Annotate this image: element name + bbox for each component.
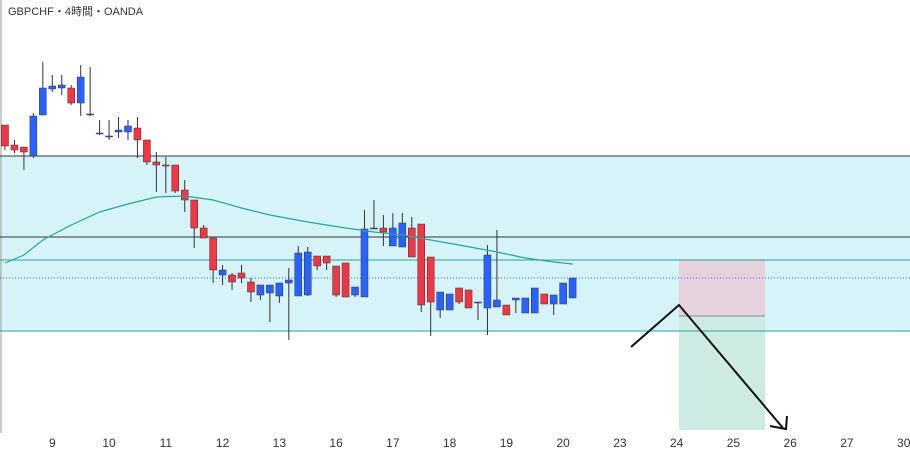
candle-body: [256, 284, 265, 296]
candle-body: [124, 125, 132, 133]
candle-body: [474, 301, 482, 304]
candle-body: [379, 227, 388, 233]
candle-body: [10, 144, 19, 151]
candle-body: [426, 256, 435, 303]
candle-body: [67, 87, 75, 104]
x-tick-label: 24: [670, 436, 684, 450]
candle-body: [171, 164, 180, 192]
candle-body: [237, 272, 246, 279]
candle-body: [464, 289, 473, 309]
risk-area: [679, 259, 765, 316]
candle-body: [39, 87, 47, 116]
x-tick-label: 16: [329, 436, 343, 450]
chart-title: GBPCHF・4時間・OANDA: [8, 5, 144, 18]
x-tick-label: 13: [273, 436, 287, 450]
candle-body: [313, 255, 321, 267]
candle-body: [247, 281, 255, 293]
candle-body: [29, 115, 38, 157]
candle-body: [540, 293, 548, 305]
candle-body: [58, 84, 66, 89]
candle-body: [275, 282, 284, 297]
projection-arrow: [630, 303, 788, 431]
candle-body: [190, 199, 198, 229]
candle-body: [105, 135, 113, 138]
candle-body: [360, 228, 369, 298]
x-tick-label: 30: [897, 436, 910, 450]
candle-body: [266, 284, 274, 294]
candle-body: [133, 127, 142, 141]
candle-body: [521, 297, 530, 314]
candle-body: [152, 161, 161, 166]
candle-body: [370, 227, 378, 230]
candle-body: [199, 227, 208, 239]
candle-body: [143, 139, 151, 163]
x-tick-label: 26: [784, 436, 798, 450]
candle-body: [436, 291, 444, 311]
x-tick-label: 27: [840, 436, 854, 450]
x-tick-label: 23: [613, 436, 627, 450]
candle-body: [332, 265, 340, 296]
moving-average: [4, 195, 573, 265]
candle-body: [114, 129, 123, 133]
candle-body: [76, 76, 85, 104]
candle-body: [1, 124, 9, 147]
x-tick-label: 17: [386, 436, 400, 450]
candle-body: [531, 287, 539, 314]
candle-body: [180, 189, 189, 201]
candle-body: [48, 85, 57, 90]
candle-body: [483, 254, 492, 309]
candle-body: [20, 146, 28, 153]
candle-body: [209, 237, 217, 271]
x-tick-label: 9: [49, 436, 56, 450]
reward-area: [679, 316, 765, 430]
candle-body: [351, 286, 359, 296]
x-tick-label: 11: [160, 436, 173, 450]
candle-body: [502, 304, 511, 316]
candle-body: [549, 294, 558, 305]
candle-body: [455, 287, 463, 303]
candle-body: [493, 299, 501, 308]
candle-body: [218, 269, 227, 276]
x-tick-label: 19: [500, 436, 514, 450]
x-tick-label: 18: [443, 436, 457, 450]
candle-body: [389, 227, 397, 247]
zone: [0, 156, 910, 331]
candle-body: [445, 293, 454, 311]
x-tick-label: 20: [556, 436, 570, 450]
candle-body: [228, 274, 236, 283]
candle-body: [294, 252, 303, 297]
candle-body: [568, 277, 577, 299]
candle-body: [512, 297, 520, 301]
candle-body: [285, 279, 293, 284]
candle-body: [408, 227, 416, 258]
candle-body: [417, 223, 425, 306]
candle-body: [303, 251, 312, 296]
candle-body: [162, 164, 170, 167]
candle-body: [86, 113, 94, 116]
x-tick-label: 12: [216, 436, 230, 450]
candle-body: [559, 282, 567, 305]
x-tick-label: 25: [727, 436, 741, 450]
candle-body: [95, 132, 104, 135]
candle-body: [322, 255, 331, 264]
candle-body: [341, 262, 350, 298]
x-tick-label: 10: [102, 436, 116, 450]
